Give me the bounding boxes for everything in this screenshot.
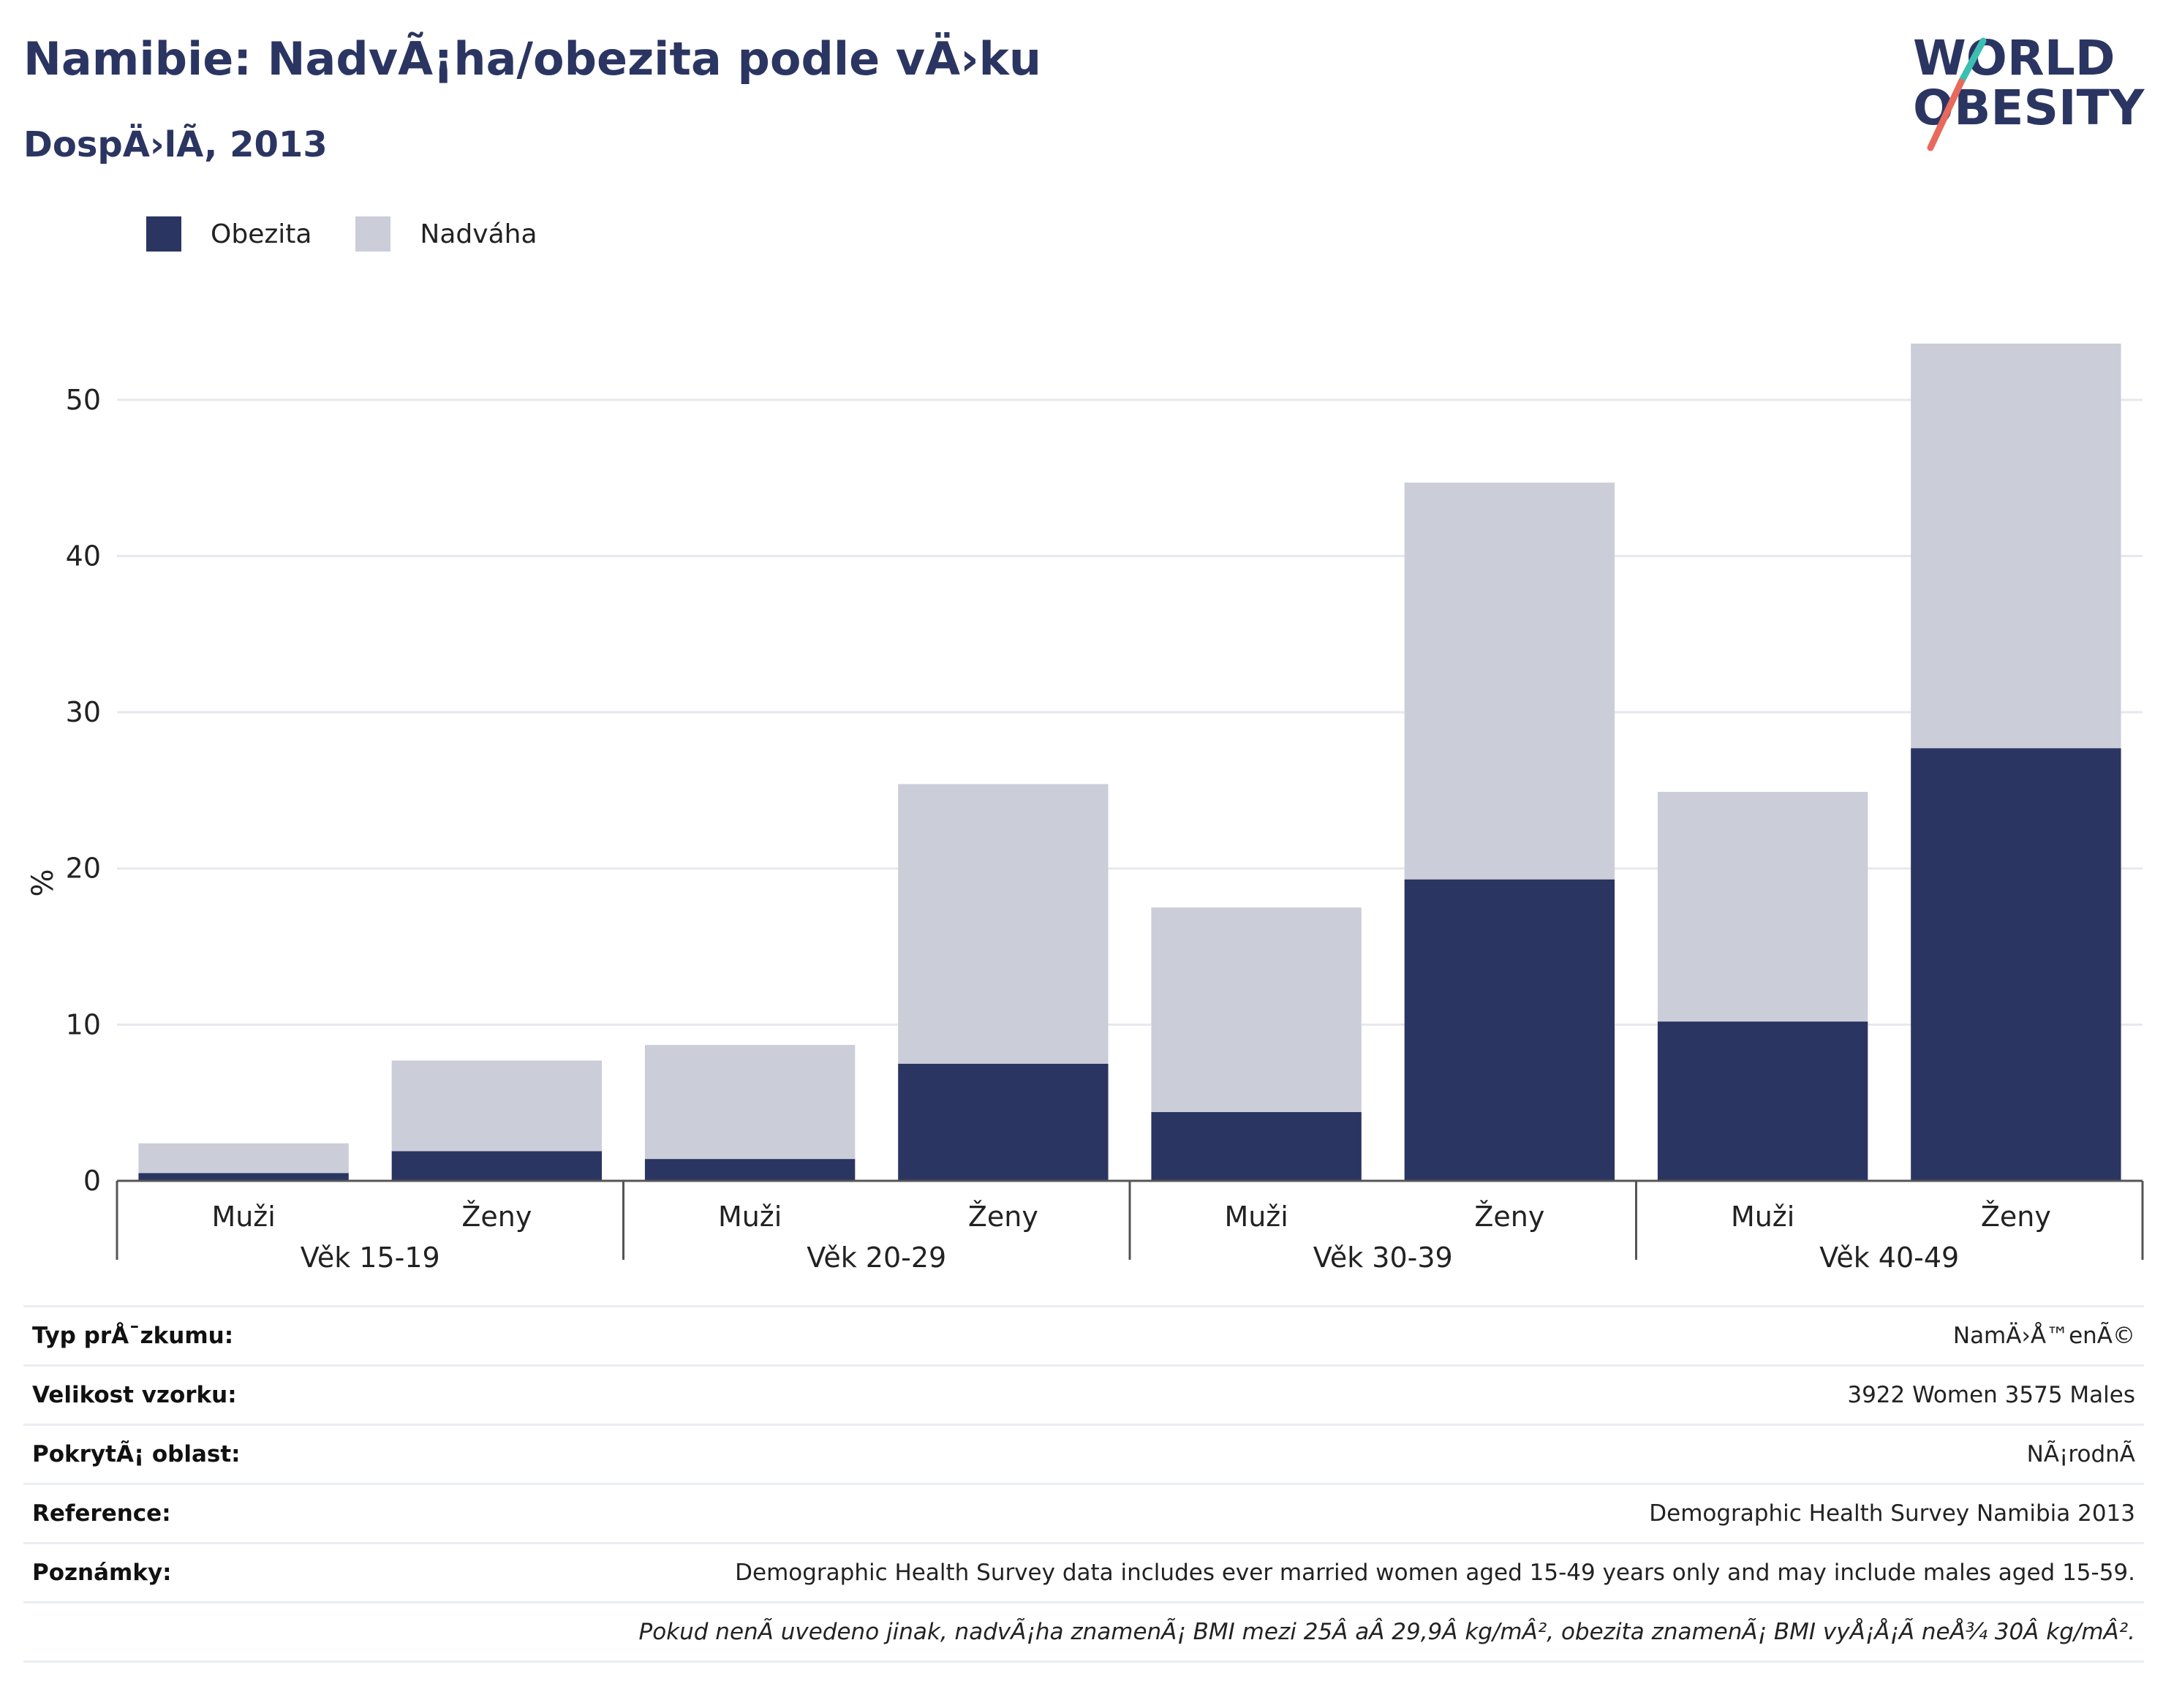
detail-row: Velikost vzorku: 3922 Women 3575 Males [23,1364,2144,1425]
survey-details-table: Typ prÅ¯zkumu: NamÄ›Å™enÃ© Velikost vzor… [23,1305,2144,1663]
legend-swatch-obezita [146,216,181,252]
y-tick-label: 20 [66,853,101,885]
x-tick-label: Muži [211,1201,275,1233]
footnote: Pokud nenÃ­ uvedeno jinak, nadvÃ¡ha znam… [298,1601,2144,1663]
footnote-row: Pokud nenÃ­ uvedeno jinak, nadvÃ¡ha znam… [23,1601,2144,1663]
detail-value: NamÄ›Å™enÃ© [298,1305,2144,1366]
bar-obezita [1911,748,2121,1181]
page-subtitle: DospÄ›lÃ­, 2013 [23,124,328,165]
detail-key: Reference: [23,1483,299,1543]
y-tick-label: 0 [83,1165,101,1197]
x-tick-label: Ženy [1474,1201,1544,1233]
legend-swatch-nadvaha [355,216,391,252]
x-tick-label: Muži [718,1201,782,1233]
detail-key: Poznámky: [23,1542,299,1603]
bar-nadvaha [1404,483,1615,880]
world-obesity-logo: WORLD OBESITY [1913,30,2145,151]
bar-nadvaha [138,1143,349,1174]
bar-nadvaha [644,1045,856,1160]
detail-row: Reference: Demographic Health Survey Nam… [23,1483,2144,1543]
detail-value: NÃ¡rodnÃ­ [298,1424,2144,1484]
detail-row: Poznámky: Demographic Health Survey data… [23,1542,2144,1603]
page-title: Namibie: NadvÃ¡ha/obezita podle vÄ›ku [23,32,1042,86]
detail-value: Demographic Health Survey data includes … [298,1542,2144,1603]
bar-nadvaha [898,784,1109,1064]
x-tick-label: Ženy [461,1201,532,1233]
y-tick-label: 10 [66,1008,101,1040]
y-tick-label: 40 [66,540,101,572]
detail-key: Velikost vzorku: [23,1364,299,1425]
detail-row: PokrytÃ¡ oblast: NÃ¡rodnÃ­ [23,1424,2144,1484]
bar-nadvaha [1657,792,1868,1022]
bar-obezita [1657,1021,1868,1181]
y-tick-label: 30 [66,696,101,728]
bar-obezita [898,1063,1109,1181]
bar-obezita [138,1173,349,1181]
legend-item-obezita: Obezita [146,216,312,252]
y-axis-label: % [26,869,60,896]
detail-key: Typ prÅ¯zkumu: [23,1305,299,1366]
bar-nadvaha [1151,907,1362,1112]
bar-obezita [644,1159,856,1181]
bar-nadvaha [391,1060,603,1152]
svg-text:WORLD: WORLD [1913,30,2115,86]
footnote-spacer [23,1601,299,1663]
x-tick-label: Ženy [968,1201,1038,1233]
group-label: Věk 20-29 [807,1242,946,1274]
legend-item-nadvaha: Nadváha [355,216,537,252]
group-label: Věk 40-49 [1819,1242,1959,1274]
chart-legend: Obezita Nadváha [146,216,581,252]
group-label: Věk 30-39 [1313,1242,1453,1274]
bar-nadvaha [1911,343,2121,749]
legend-label-nadvaha: Nadváha [420,219,537,249]
legend-label-obezita: Obezita [211,219,312,249]
bar-chart: 0 10 20 30 40 50% Muži Ženy Muži Ženy Muži Ženy Muži… [26,343,2144,1274]
x-tick-label: Muži [1224,1201,1288,1233]
x-tick-label: Muži [1731,1201,1794,1233]
y-tick-label: 50 [66,384,101,416]
group-label: Věk 15-19 [301,1242,440,1274]
detail-key: PokrytÃ¡ oblast: [23,1424,299,1484]
x-tick-label: Ženy [1981,1201,2051,1233]
bar-obezita [391,1151,603,1181]
bar-obezita [1404,879,1615,1181]
detail-row: Typ prÅ¯zkumu: NamÄ›Å™enÃ© [23,1305,2144,1366]
detail-value: 3922 Women 3575 Males [298,1364,2144,1425]
detail-value: Demographic Health Survey Namibia 2013 [298,1483,2144,1543]
bar-obezita [1151,1112,1362,1181]
